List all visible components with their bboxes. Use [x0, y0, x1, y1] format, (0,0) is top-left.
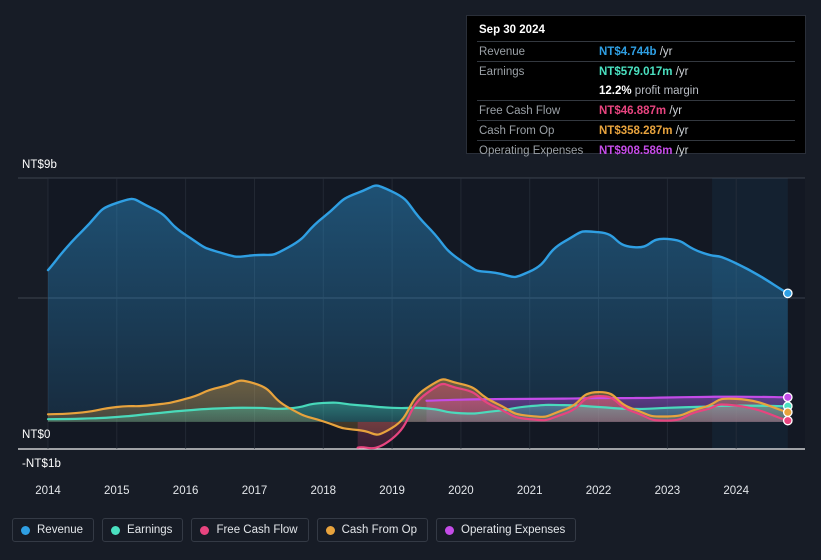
tooltip-metric-value: NT$908.586m /yr [597, 140, 795, 160]
tooltip-metric-label: Free Cash Flow [477, 100, 597, 121]
tooltip-metric-value: 12.2% profit margin [599, 84, 699, 97]
legend-item-revenue[interactable]: Revenue [12, 518, 95, 542]
tooltip-row: Revenue NT$4.744b /yr [477, 41, 795, 62]
x-axis-label-2022: 2022 [585, 485, 612, 497]
legend-item-label: Free Cash Flow [216, 524, 298, 536]
y-axis-label-min: -NT$1b [22, 458, 61, 470]
legend-item-cash-from-op[interactable]: Cash From Op [316, 518, 429, 542]
chart-legend[interactable]: Revenue Earnings Free Cash Flow Cash From O… [12, 518, 577, 542]
x-axis-label-2014: 2014 [35, 485, 61, 497]
y-axis-label-zero: NT$0 [22, 429, 51, 441]
tooltip-metric-label: Revenue [477, 41, 597, 62]
chart-plot-area[interactable] [0, 0, 821, 500]
x-axis-label-2015: 2015 [104, 485, 130, 497]
x-axis-label-2024: 2024 [723, 485, 749, 497]
x-axis-label-2016: 2016 [172, 485, 199, 497]
chart-tooltip: Sep 30 2024 Revenue NT$4.744b /yr Earnings… [466, 15, 806, 160]
tooltip-row: Cash From Op NT$358.287m /yr [477, 120, 795, 141]
tooltip-metric-value: NT$46.887m /yr [597, 100, 795, 121]
x-axis-label-2019: 2019 [379, 485, 405, 497]
tooltip-row: Earnings NT$579.017m /yr [477, 61, 795, 81]
legend-item-operating-expenses[interactable]: Operating Expenses [436, 518, 577, 542]
tooltip-metric-label: Cash From Op [477, 120, 597, 141]
legend-color-dot-icon [325, 525, 335, 535]
x-axis: 2014 2015 2016 2017 2018 2019 2020 2021 2022 2023… [0, 485, 821, 501]
legend-color-dot-icon [111, 525, 121, 535]
tooltip-date: Sep 30 2024 [479, 24, 545, 36]
tooltip-metric-label [477, 81, 597, 101]
tooltip-row: Free Cash Flow NT$46.887m /yr [477, 100, 795, 121]
x-axis-label-2020: 2020 [448, 485, 474, 497]
legend-color-dot-icon [21, 525, 30, 535]
legend-item-label: Operating Expenses [461, 524, 566, 536]
tooltip-row: Operating Expenses NT$908.586m /yr [477, 140, 795, 160]
legend-item-earnings[interactable]: Earnings [102, 518, 184, 542]
legend-item-free-cash-flow[interactable]: Free Cash Flow [191, 518, 309, 542]
tooltip-metric-value: NT$4.744b /yr [597, 41, 795, 62]
tooltip-metric-label: Operating Expenses [477, 140, 597, 160]
legend-item-label: Earnings [127, 524, 173, 536]
y-axis-label-max: NT$9b [22, 159, 58, 171]
tooltip-row: 12.2% profit margin [477, 81, 795, 101]
tooltip-metric-value: NT$579.017m /yr [597, 61, 795, 81]
x-axis-label-2023: 2023 [654, 485, 681, 497]
legend-item-label: Cash From Op [341, 524, 418, 536]
legend-color-dot-icon [445, 525, 455, 535]
legend-color-dot-icon [200, 525, 210, 535]
tooltip-table: Revenue NT$4.744b /yr Earnings NT$579.017m … [477, 41, 795, 160]
tooltip-metric-value: NT$358.287m /yr [597, 120, 795, 141]
legend-item-label: Revenue [37, 524, 84, 536]
tooltip-metric-label: Earnings [477, 61, 597, 81]
x-axis-label-2017: 2017 [241, 485, 268, 497]
x-axis-label-2018: 2018 [310, 485, 337, 497]
x-axis-label-2021: 2021 [516, 485, 543, 497]
